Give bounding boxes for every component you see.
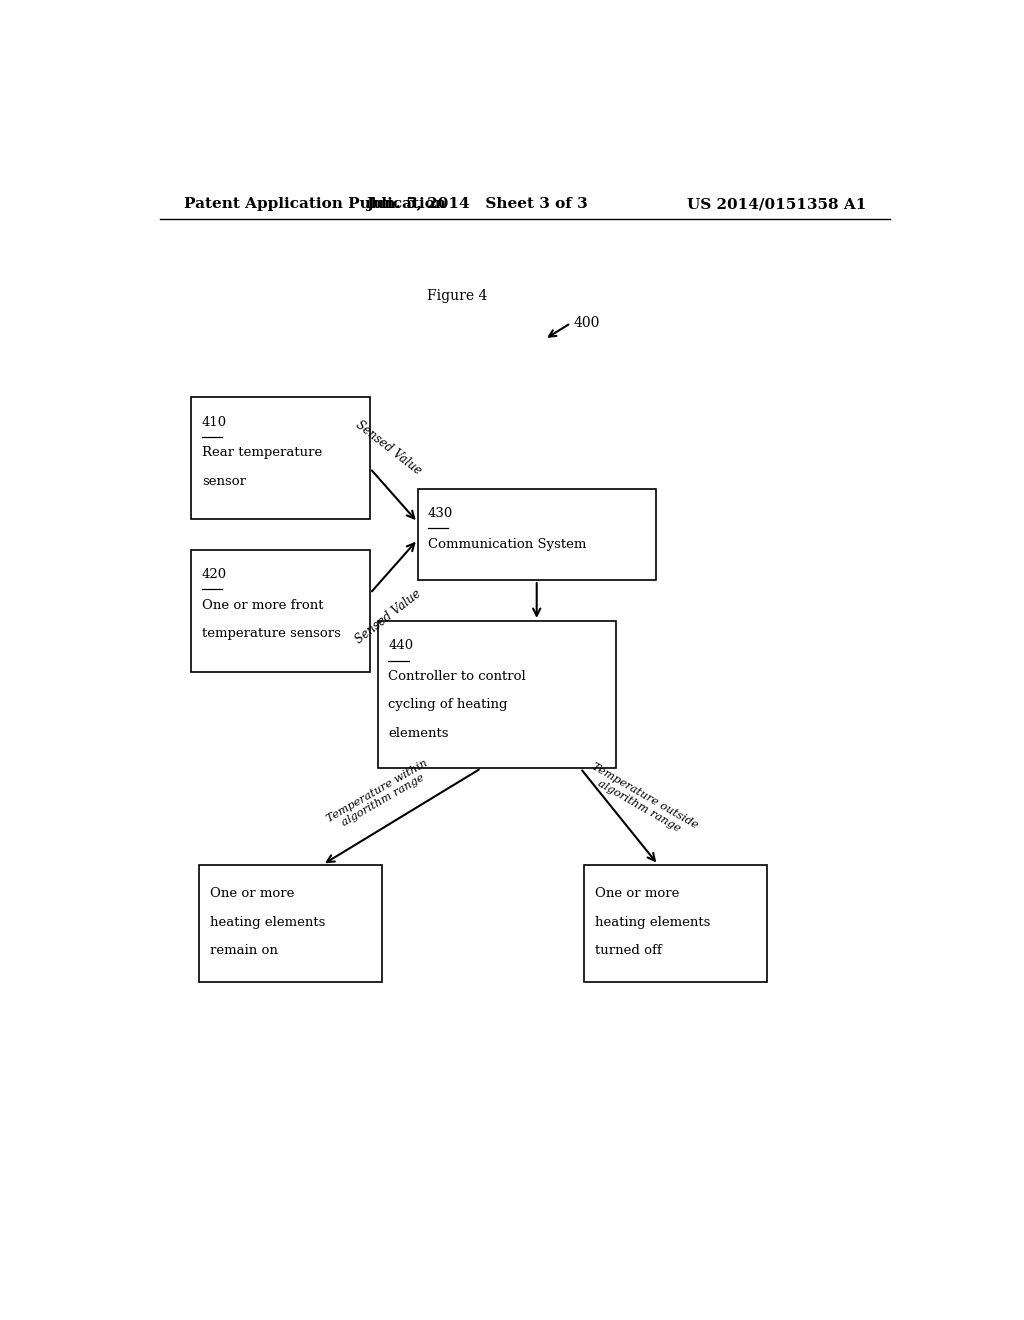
- Text: One or more: One or more: [595, 887, 679, 900]
- Text: 410: 410: [202, 416, 227, 429]
- Text: heating elements: heating elements: [595, 916, 710, 928]
- Text: One or more: One or more: [210, 887, 294, 900]
- Text: Jun. 5, 2014   Sheet 3 of 3: Jun. 5, 2014 Sheet 3 of 3: [367, 197, 588, 211]
- Text: Controller to control: Controller to control: [388, 669, 526, 682]
- Bar: [191, 397, 370, 519]
- Bar: [585, 865, 767, 982]
- Text: sensor: sensor: [202, 474, 246, 487]
- Text: Communication System: Communication System: [428, 537, 587, 550]
- Text: US 2014/0151358 A1: US 2014/0151358 A1: [687, 197, 866, 211]
- Text: heating elements: heating elements: [210, 916, 325, 928]
- Bar: [200, 865, 382, 982]
- Bar: [191, 549, 370, 672]
- Text: 440: 440: [388, 639, 414, 652]
- Bar: [418, 488, 655, 581]
- Text: 420: 420: [202, 568, 227, 581]
- Text: Sensed Value: Sensed Value: [353, 418, 424, 478]
- Text: Rear temperature: Rear temperature: [202, 446, 323, 459]
- Text: 400: 400: [574, 315, 600, 330]
- Text: Temperature within
algorithm range: Temperature within algorithm range: [326, 758, 435, 834]
- Text: remain on: remain on: [210, 944, 278, 957]
- Text: temperature sensors: temperature sensors: [202, 627, 341, 640]
- Text: Figure 4: Figure 4: [427, 289, 487, 302]
- Text: Sensed Value: Sensed Value: [353, 587, 424, 647]
- Text: 430: 430: [428, 507, 454, 520]
- Text: cycling of heating: cycling of heating: [388, 698, 508, 711]
- Text: Patent Application Publication: Patent Application Publication: [183, 197, 445, 211]
- Text: turned off: turned off: [595, 944, 662, 957]
- Text: One or more front: One or more front: [202, 598, 324, 611]
- Text: Temperature outside
algorithm range: Temperature outside algorithm range: [585, 762, 700, 841]
- Text: elements: elements: [388, 726, 449, 739]
- Bar: [378, 620, 616, 768]
